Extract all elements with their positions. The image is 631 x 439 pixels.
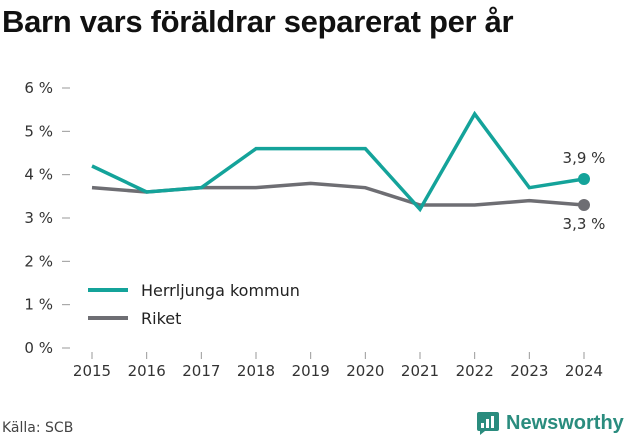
series-lines [91,110,585,213]
y-tick-label: 4 % [24,166,53,184]
x-tick-label: 2024 [565,362,603,380]
endpoint-marker [578,199,590,211]
newsworthy-logo-icon [477,412,499,435]
x-tick-label: 2021 [401,362,439,380]
x-tick-label: 2020 [346,362,384,380]
y-tick-label: 5 % [24,122,53,140]
chart-title: Barn vars föräldrar separerat per år [2,4,514,39]
x-tick-label: 2015 [73,362,111,380]
legend-label: Herrljunga kommun [141,281,300,300]
x-tick-label: 2019 [292,362,330,380]
x-tick-label: 2016 [128,362,166,380]
legend: Herrljunga kommun Riket [76,272,331,334]
endpoint-label: 3,3 % [563,215,606,233]
endpoint-label: 3,9 % [563,149,606,167]
brand-logo: Newsworthy [476,408,624,438]
y-tick-label: 3 % [24,209,53,227]
legend-label: Riket [141,309,181,328]
legend-box [76,272,331,334]
series-line-herrljunga-kommun [91,110,585,213]
endpoint-marker [578,173,590,185]
x-tick-label: 2023 [510,362,548,380]
series-line-riket [91,181,585,207]
line-chart: 0 %1 %2 %3 %4 %5 %6 % 2015 2016 2017 2018 20… [24,79,606,380]
y-tick-label: 2 % [24,252,53,270]
x-tick-label: 2018 [237,362,275,380]
y-tick-label: 1 % [24,296,53,314]
series-endpoints: 3,9 % 3,3 % [563,149,606,233]
x-axis: 2015 2016 2017 2018 2019 2020 2021 2022 2023 2024 [73,352,603,380]
brand-name: Newsworthy [506,411,624,434]
source-note: Källa: SCB [2,420,74,436]
y-tick-label: 0 % [24,339,53,357]
x-tick-label: 2022 [456,362,494,380]
y-tick-label: 6 % [24,79,53,97]
y-axis: 0 % 1 % 2 % 3 % 4 % 5 % 6 % [24,79,70,357]
x-tick-label: 2017 [182,362,220,380]
